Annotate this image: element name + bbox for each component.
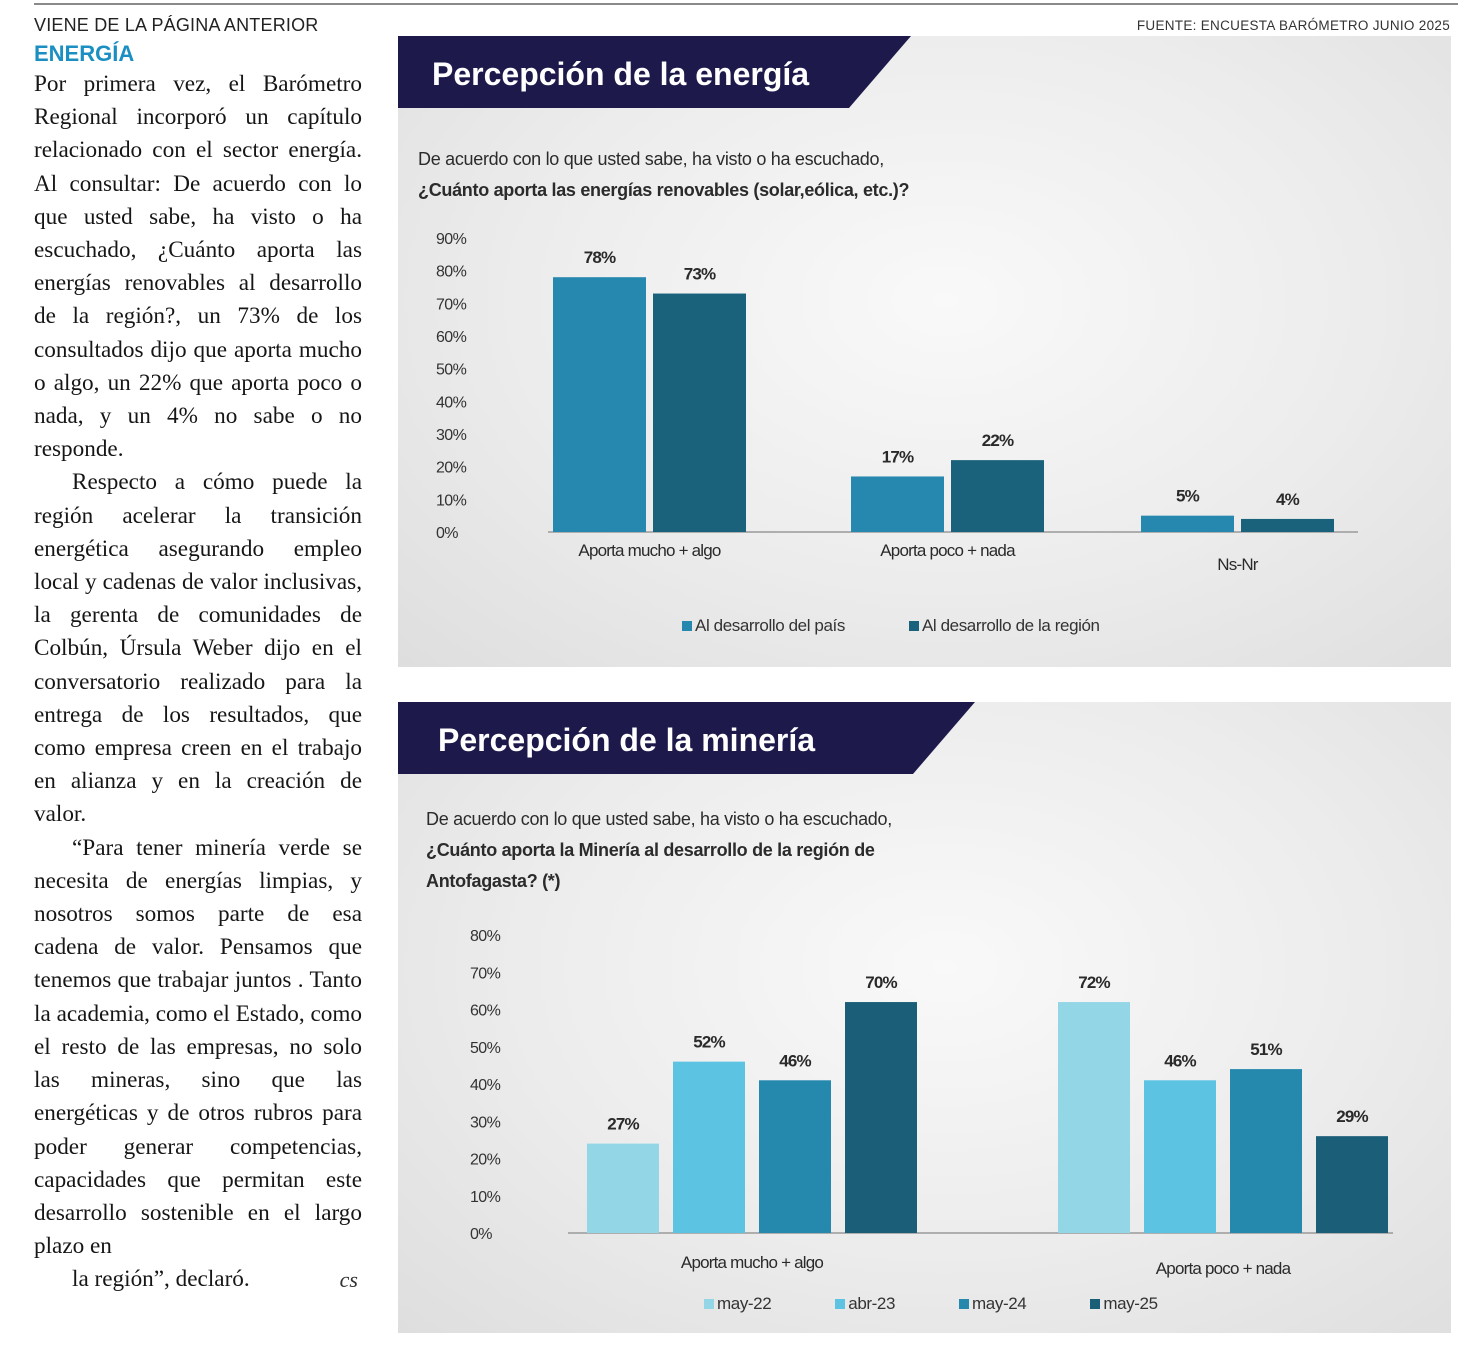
mining-chart-title: Percepción de la minería [398,702,975,774]
legend-swatch [908,621,919,631]
energy-chart-panel: Percepción de la energía De acuerdo con … [398,36,1451,667]
top-rule [34,3,1458,5]
chart2-data-label: 27% [607,1115,639,1134]
paragraph-3: “Para tener minería verde se necesita de… [34,832,362,1297]
chart1-ytick-label: 90% [436,231,467,248]
legend-item: may-22 [704,1294,772,1314]
source-note: FUENTE: ENCUESTA BARÓMETRO JUNIO 2025 [1136,18,1450,33]
legend-item: Al desarrollo de la región [908,616,1100,636]
chart2-bar [759,1080,831,1233]
chart1-bar [553,277,646,532]
chart2-category-label: Aporta mucho + algo [681,1253,823,1272]
chart1-ytick-label: 70% [436,296,467,313]
legend-swatch [1090,1299,1101,1309]
paragraph-1: Por primera vez, el Barómetro Regional i… [34,71,362,463]
legend-item: Al desarrollo del país [682,616,845,636]
chart1-ytick-label: 10% [436,492,467,509]
chart1-category-label: Ns-Nr [1217,555,1259,574]
legend-item: may-25 [1090,1294,1158,1314]
energy-question-line1: De acuerdo con lo que usted sabe, ha vis… [418,149,884,169]
paragraph-3-text: “Para tener minería verde se necesita de… [34,834,362,1260]
chart2-bar [673,1061,745,1233]
chart1-bar [851,476,944,532]
chart1-bar [1141,515,1234,532]
chart1-category-label: Aporta mucho + algo [578,541,720,560]
energy-legend: Al desarrollo del país Al desarrollo de l… [682,616,1164,636]
chart1-data-label: 22% [982,431,1014,450]
kicker: VIENE DE LA PÁGINA ANTERIOR [34,15,319,35]
legend-label: Al desarrollo de la región [921,616,1100,635]
chart2-data-label: 46% [1164,1051,1196,1070]
chart2-ytick-label: 10% [470,1189,501,1206]
legend-label: Al desarrollo del país [695,616,845,635]
mining-question-line3: Antofagasta? (*) [426,871,561,891]
chart2-bar [1230,1069,1302,1233]
chart2-ytick-label: 30% [470,1114,501,1131]
chart1-ytick-label: 30% [436,427,467,444]
chart1-data-label: 17% [882,447,914,466]
chart1-ytick-label: 40% [436,394,467,411]
article-column: VIENE DE LA PÁGINA ANTERIOR ENERGÍA Por … [34,12,362,1297]
chart2-data-label: 72% [1078,973,1110,992]
mining-question: De acuerdo con lo que usted sabe, ha vis… [426,804,892,897]
mining-bar-chart: 0% 10% 20% 30% 40% 50% 60% 70% 80% 27% 52% 46% 70% Ap… [470,928,1393,1278]
chart1-data-label: 78% [584,248,616,267]
chart1-bar [653,293,746,532]
energy-question: De acuerdo con lo que usted sabe, ha vis… [418,144,909,206]
chart2-bar [1058,1002,1130,1233]
chart2-data-label: 51% [1250,1040,1282,1059]
legend-swatch [682,621,692,631]
mining-chart-panel: Percepción de la minería De acuerdo con … [398,702,1451,1333]
paragraph-3-closing: la región”, declaró. cs [34,1263,362,1296]
chart1-data-label: 73% [684,265,716,284]
chart1-ytick-label: 20% [436,460,467,477]
paragraph-3-end: la región”, declaró. [72,1266,250,1293]
chart2-ytick-label: 40% [470,1077,501,1094]
chart2-category-label: Aporta poco + nada [1156,1259,1292,1278]
legend-label: may-25 [1103,1294,1158,1313]
chart1-data-label: 5% [1176,487,1200,506]
chart1-data-label: 4% [1276,490,1300,509]
legend-item: may-24 [959,1294,1027,1314]
chart2-ytick-label: 20% [470,1152,501,1169]
chart2-ytick-label: 0% [470,1226,492,1243]
chart2-data-label: 70% [865,973,897,992]
chart1-category-label: Aporta poco + nada [880,541,1016,560]
chart1-ytick-label: 0% [436,525,458,542]
section-heading: ENERGÍA [34,41,135,66]
end-mark-icon: cs [339,1267,358,1293]
chart2-bar [1144,1080,1216,1233]
legend-item: abr-23 [835,1294,895,1314]
mining-question-line2: ¿Cuánto aporta la Minería al desarrollo … [426,840,875,860]
paragraph-2: Respecto a cómo puede la región acelerar… [34,469,362,828]
chart2-bar [845,1002,917,1233]
chart1-bar [1241,518,1334,532]
chart2-data-label: 29% [1336,1107,1368,1126]
article-body: Por primera vez, el Barómetro Regional i… [34,68,362,1297]
chart2-data-label: 52% [693,1033,725,1052]
legend-swatch [959,1299,970,1309]
legend-label: may-24 [972,1294,1027,1313]
chart1-ytick-label: 80% [436,264,467,281]
legend-label: may-22 [717,1294,772,1313]
energy-bar-chart: 0% 10% 20% 30% 40% 50% 60% 70% 80% 90% 78% 73% Aport… [436,231,1358,574]
chart2-bar [1316,1136,1388,1233]
energy-question-line2: ¿Cuánto aporta las energías renovables (… [418,180,910,200]
chart2-ytick-label: 50% [470,1040,501,1057]
mining-legend: may-22 abr-23 may-24 may-25 [704,1294,1222,1314]
legend-swatch [835,1299,846,1309]
chart1-ytick-label: 60% [436,329,467,346]
mining-question-line1: De acuerdo con lo que usted sabe, ha vis… [426,809,892,829]
energy-chart-title: Percepción de la energía [398,36,911,108]
chart1-ytick-label: 50% [436,362,467,379]
chart2-ytick-label: 70% [470,965,501,982]
chart2-ytick-label: 60% [470,1003,501,1020]
legend-swatch [704,1299,714,1309]
legend-label: abr-23 [848,1294,896,1313]
chart2-bar [587,1143,659,1233]
chart2-data-label: 46% [779,1051,811,1070]
chart1-bar [951,460,1044,532]
chart2-ytick-label: 80% [470,928,501,945]
